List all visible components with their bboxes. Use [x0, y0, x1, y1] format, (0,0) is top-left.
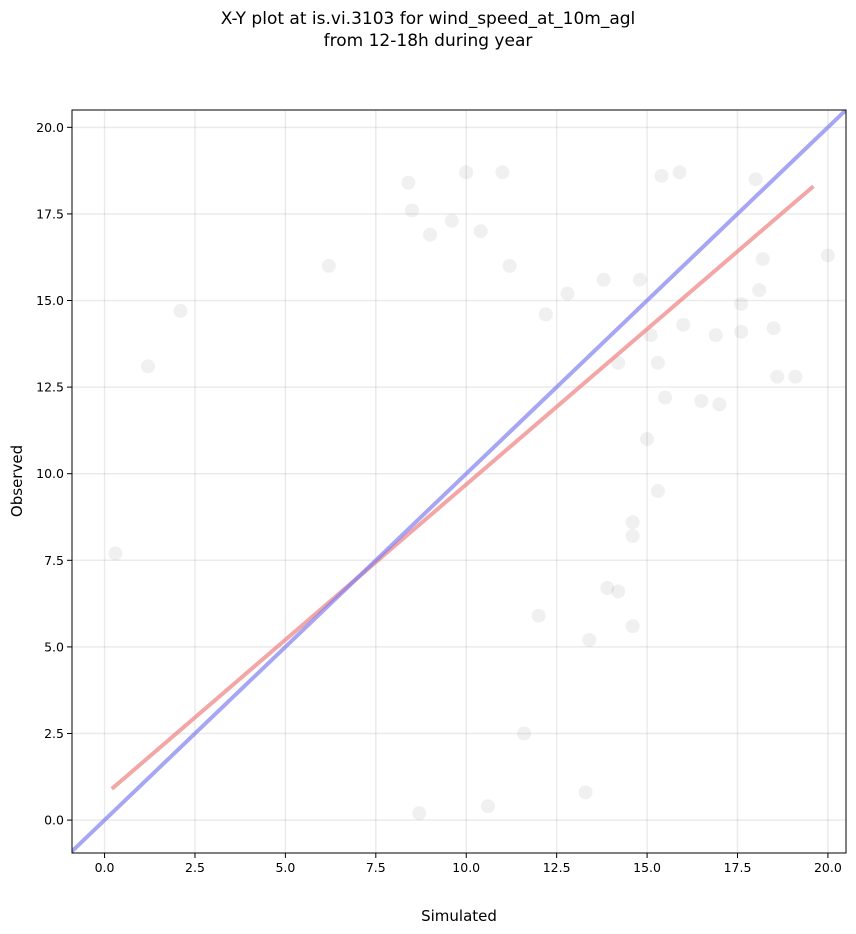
scatter-point — [578, 785, 593, 800]
scatter-point — [658, 390, 673, 405]
scatter-point — [480, 799, 495, 814]
scatter-point — [538, 307, 553, 322]
scatter-point — [140, 359, 155, 374]
chart-title: X-Y plot at is.vi.3103 for wind_speed_at… — [0, 8, 856, 52]
scatter-point — [625, 529, 640, 544]
scatter-point — [108, 546, 123, 561]
scatter-point — [632, 272, 647, 287]
x-tick-label: 7.5 — [366, 860, 386, 875]
scatter-point — [625, 619, 640, 634]
x-tick-label: 0.0 — [95, 860, 115, 875]
plot-frame — [71, 109, 847, 854]
scatter-point — [654, 168, 669, 183]
x-tick-label: 17.5 — [724, 860, 752, 875]
y-tick-label: 10.0 — [36, 466, 64, 481]
y-axis-label: Observed — [8, 445, 26, 517]
scatter-point — [712, 397, 727, 412]
scatter-point — [423, 227, 438, 242]
scatter-point — [734, 296, 749, 311]
scatter-point — [640, 432, 655, 447]
scatter-point — [600, 581, 615, 596]
y-tick-label: 0.0 — [44, 813, 64, 828]
scatter-point — [401, 175, 416, 190]
scatter-point — [321, 258, 336, 273]
scatter-point — [582, 632, 597, 647]
x-axis-label: Simulated — [421, 907, 497, 925]
x-tick-label: 20.0 — [814, 860, 842, 875]
scatter-point — [531, 608, 546, 623]
scatter-point — [444, 213, 459, 228]
scatter-point — [495, 165, 510, 180]
scatter-point — [404, 203, 419, 218]
scatter-point — [611, 584, 626, 599]
data-points — [108, 165, 835, 821]
scatter-point — [173, 303, 188, 318]
scatter-point — [596, 272, 611, 287]
scatter-point — [672, 165, 687, 180]
y-tick-label: 2.5 — [44, 726, 64, 741]
scatter-point — [755, 251, 770, 266]
scatter-point — [650, 484, 665, 499]
scatter-point — [459, 165, 474, 180]
scatter-point — [820, 248, 835, 263]
x-tick-label: 2.5 — [185, 860, 205, 875]
scatter-point — [412, 806, 427, 821]
scatter-point — [502, 258, 517, 273]
y-tick-label: 5.0 — [44, 639, 64, 654]
scatter-point — [734, 324, 749, 339]
chart-title-line-2: from 12-18h during year — [323, 31, 533, 51]
scatter-point — [473, 224, 488, 239]
series-line — [72, 110, 846, 853]
y-tick-label: 7.5 — [44, 553, 64, 568]
scatter-point — [748, 172, 763, 187]
fit-lines — [72, 110, 846, 853]
y-axis-ticks: 0.0 2.5 5.0 7.5 10.0 12.5 15.0 17.5 20.0 — [36, 120, 72, 828]
scatter-point — [788, 369, 803, 384]
y-tick-label: 12.5 — [36, 380, 64, 395]
y-tick-label: 15.0 — [36, 293, 64, 308]
x-tick-label: 15.0 — [633, 860, 661, 875]
chart-title-line-1: X-Y plot at is.vi.3103 for wind_speed_at… — [220, 9, 636, 29]
grid — [72, 110, 846, 853]
scatter-point — [766, 321, 781, 336]
scatter-point — [708, 328, 723, 343]
y-tick-label: 20.0 — [36, 120, 64, 135]
y-tick-label: 17.5 — [36, 206, 64, 221]
scatter-point — [770, 369, 785, 384]
scatter-point — [752, 283, 767, 298]
scatter-point — [560, 286, 575, 301]
scatter-point — [517, 726, 532, 741]
scatter-point — [625, 515, 640, 530]
series-line — [110, 184, 815, 791]
scatter-point — [694, 393, 709, 408]
x-tick-label: 5.0 — [275, 860, 295, 875]
x-axis-ticks: 0.0 2.5 5.0 7.5 10.0 12.5 15.0 17.5 20.0 — [95, 853, 842, 875]
scatter-point — [676, 317, 691, 332]
x-tick-label: 10.0 — [452, 860, 480, 875]
x-tick-label: 12.5 — [543, 860, 571, 875]
scatter-point — [650, 355, 665, 370]
